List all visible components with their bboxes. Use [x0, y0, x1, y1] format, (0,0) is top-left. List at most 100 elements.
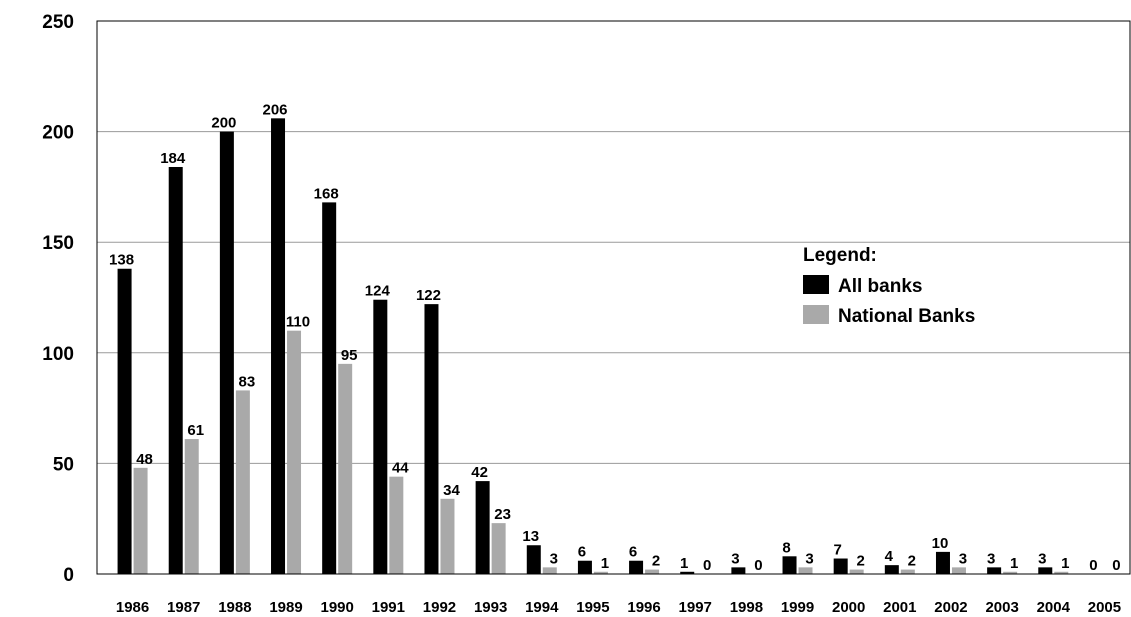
bar-national-banks-1988 — [235, 390, 250, 574]
label-national-banks-1995: 1 — [601, 555, 609, 572]
bar-national-banks-1986 — [133, 467, 148, 574]
bar-national-banks-2000 — [849, 569, 864, 574]
legend-label-national-banks: National Banks — [838, 306, 975, 327]
bar-national-banks-1987 — [184, 439, 199, 574]
label-all-banks-1991: 124 — [365, 283, 391, 300]
label-national-banks-2000: 2 — [857, 553, 865, 570]
bar-national-banks-1990 — [338, 363, 353, 574]
label-all-banks-1994: 13 — [522, 528, 539, 545]
x-tick-label: 1987 — [167, 599, 200, 616]
plot-frame — [96, 20, 1131, 575]
x-tick-label: 1990 — [320, 599, 353, 616]
bar-all-banks-2000 — [833, 558, 848, 574]
legend-title: Legend: — [803, 245, 877, 266]
label-national-banks-1987: 61 — [187, 422, 204, 439]
label-all-banks-2002: 10 — [932, 535, 949, 552]
label-all-banks-1992: 122 — [416, 287, 441, 304]
label-all-banks-1987: 184 — [160, 150, 186, 167]
x-tick-label: 1995 — [576, 599, 609, 616]
bar-national-banks-2003 — [1003, 571, 1018, 574]
x-tick-label: 2005 — [1088, 599, 1121, 616]
y-tick-label: 100 — [42, 344, 74, 365]
x-tick-label: 2003 — [985, 599, 1018, 616]
label-all-banks-2000: 7 — [834, 542, 842, 559]
bar-all-banks-1992 — [424, 304, 439, 574]
y-tick-label: 50 — [53, 454, 74, 475]
x-tick-label: 1989 — [269, 599, 302, 616]
bar-national-banks-2004 — [1054, 571, 1069, 574]
legend-label-all-banks: All banks — [838, 276, 922, 297]
label-national-banks-1986: 48 — [136, 451, 153, 468]
label-national-banks-2003: 1 — [1010, 555, 1018, 572]
label-all-banks-2005: 0 — [1089, 557, 1097, 574]
label-all-banks-1993: 42 — [471, 464, 488, 481]
label-all-banks-1995: 6 — [578, 544, 586, 561]
bar-national-banks-2001 — [900, 569, 915, 574]
label-all-banks-1998: 3 — [731, 550, 739, 567]
bar-all-banks-1998 — [731, 567, 746, 574]
label-national-banks-1988: 83 — [239, 373, 256, 390]
label-national-banks-2002: 3 — [959, 550, 967, 567]
x-tick-label: 2002 — [934, 599, 967, 616]
bar-all-banks-1988 — [219, 131, 234, 574]
label-all-banks-1986: 138 — [109, 252, 134, 269]
x-tick-label: 1997 — [679, 599, 712, 616]
y-tick-label: 250 — [42, 12, 74, 33]
label-all-banks-1999: 8 — [782, 539, 790, 556]
bar-all-banks-2004 — [1038, 567, 1053, 574]
x-tick-label: 1996 — [627, 599, 660, 616]
y-tick-label: 0 — [63, 565, 74, 586]
label-national-banks-1990: 95 — [341, 347, 358, 364]
bar-all-banks-1989 — [271, 118, 286, 574]
label-national-banks-1993: 23 — [494, 506, 511, 523]
gridlines — [97, 131, 1130, 464]
label-all-banks-1997: 1 — [680, 555, 688, 572]
label-national-banks-1994: 3 — [550, 550, 558, 567]
bar-all-banks-1991 — [373, 299, 388, 574]
legend-swatch-national-banks — [803, 305, 829, 324]
bars — [117, 118, 1069, 574]
bar-all-banks-1997 — [680, 571, 695, 574]
label-all-banks-2001: 4 — [885, 548, 894, 565]
bar-national-banks-1995 — [593, 571, 608, 574]
label-all-banks-1988: 200 — [211, 115, 236, 132]
y-tick-label: 200 — [42, 123, 74, 144]
x-tick-label: 2000 — [832, 599, 865, 616]
label-all-banks-1990: 168 — [314, 185, 339, 202]
bar-national-banks-1992 — [440, 498, 455, 574]
legend: Legend: All banks National Banks — [803, 245, 975, 327]
label-national-banks-1998: 0 — [754, 557, 762, 574]
data-labels: 1384818461200832061101689512444122344223… — [109, 101, 1121, 574]
label-all-banks-1996: 6 — [629, 544, 637, 561]
bar-national-banks-1996 — [645, 569, 660, 574]
bar-national-banks-1989 — [287, 330, 302, 574]
x-tick-label: 1991 — [372, 599, 405, 616]
label-all-banks-2003: 3 — [987, 550, 995, 567]
label-national-banks-1997: 0 — [703, 557, 711, 574]
x-tick-label: 2001 — [883, 599, 916, 616]
bar-national-banks-1991 — [389, 476, 404, 574]
x-tick-label: 1993 — [474, 599, 507, 616]
bar-all-banks-1990 — [322, 202, 337, 574]
y-tick-label: 150 — [42, 233, 74, 254]
x-tick-label: 1999 — [781, 599, 814, 616]
x-tick-label: 1992 — [423, 599, 456, 616]
label-national-banks-2005: 0 — [1112, 557, 1120, 574]
label-all-banks-1989: 206 — [263, 101, 288, 118]
bar-all-banks-2002 — [935, 551, 950, 574]
bar-national-banks-1993 — [491, 523, 506, 574]
label-all-banks-2004: 3 — [1038, 550, 1046, 567]
bar-national-banks-1994 — [542, 567, 557, 574]
label-national-banks-2004: 1 — [1061, 555, 1069, 572]
x-tick-label: 1994 — [525, 599, 559, 616]
bar-all-banks-1999 — [782, 556, 797, 574]
bar-all-banks-1995 — [577, 560, 592, 574]
y-axis-ticks: 0 50 100 150 200 250 — [42, 12, 74, 586]
bar-all-banks-1987 — [168, 166, 183, 574]
bar-all-banks-1986 — [117, 268, 132, 574]
legend-swatch-all-banks — [803, 275, 829, 294]
label-national-banks-2001: 2 — [908, 553, 916, 570]
label-national-banks-1996: 2 — [652, 553, 660, 570]
x-tick-label: 1998 — [730, 599, 763, 616]
